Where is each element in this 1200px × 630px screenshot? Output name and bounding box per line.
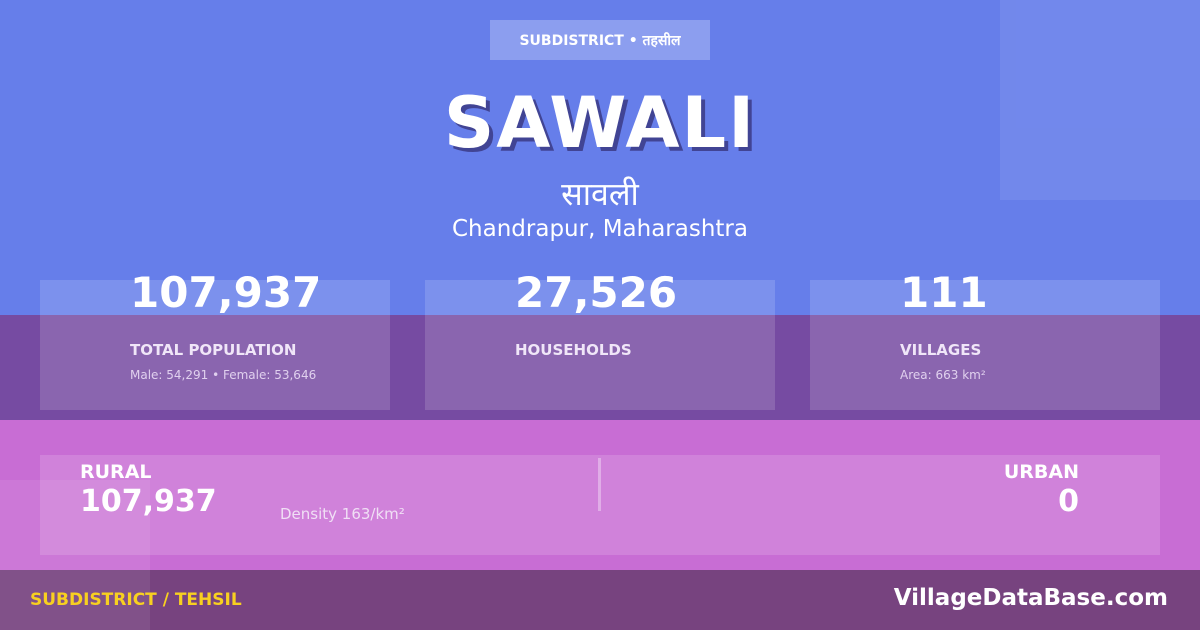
- stat-sub: Male: 54,291 • Female: 53,646: [130, 368, 317, 382]
- urban-label: URBAN: [1003, 461, 1079, 483]
- stat-value: 27,526: [515, 268, 678, 317]
- urban-value: 0: [1058, 484, 1079, 519]
- location: Chandrapur, Maharashtra: [451, 216, 748, 242]
- rural-urban-box: [40, 455, 1160, 555]
- stat-sub: Area: 663 km²: [900, 368, 986, 382]
- decorative-square: [1000, 0, 1200, 200]
- stat-label: VILLAGES: [900, 341, 982, 359]
- page-title: SAWALI: [443, 82, 757, 164]
- density: Density 163/km²: [280, 505, 405, 523]
- footer-category: SUBDISTRICT / TEHSIL: [30, 590, 242, 610]
- site-logo: VillageDataBase.com: [893, 585, 1168, 611]
- rural-urban-band: [0, 420, 1200, 570]
- stat-label: TOTAL POPULATION: [130, 341, 297, 359]
- stat-value: 111: [900, 268, 988, 317]
- title-hindi: सावली: [561, 175, 639, 213]
- stats-band: [0, 315, 1200, 420]
- divider: [598, 458, 601, 511]
- stat-card-households: 27,526 HOUSEHOLDS: [425, 268, 775, 410]
- stat-card-population: 107,937 TOTAL POPULATION Male: 54,291 • …: [40, 268, 390, 410]
- header-background: [0, 0, 1200, 315]
- rural-value: 107,937: [80, 484, 217, 519]
- type-badge: SUBDISTRICT • तहसील: [490, 20, 710, 60]
- rural-label: RURAL: [80, 461, 152, 483]
- decorative-square: [0, 480, 150, 630]
- stat-label: HOUSEHOLDS: [515, 341, 632, 359]
- stat-value: 107,937: [130, 268, 322, 317]
- stat-card-villages: 111 VILLAGES Area: 663 km²: [810, 268, 1160, 410]
- footer: [0, 570, 1200, 630]
